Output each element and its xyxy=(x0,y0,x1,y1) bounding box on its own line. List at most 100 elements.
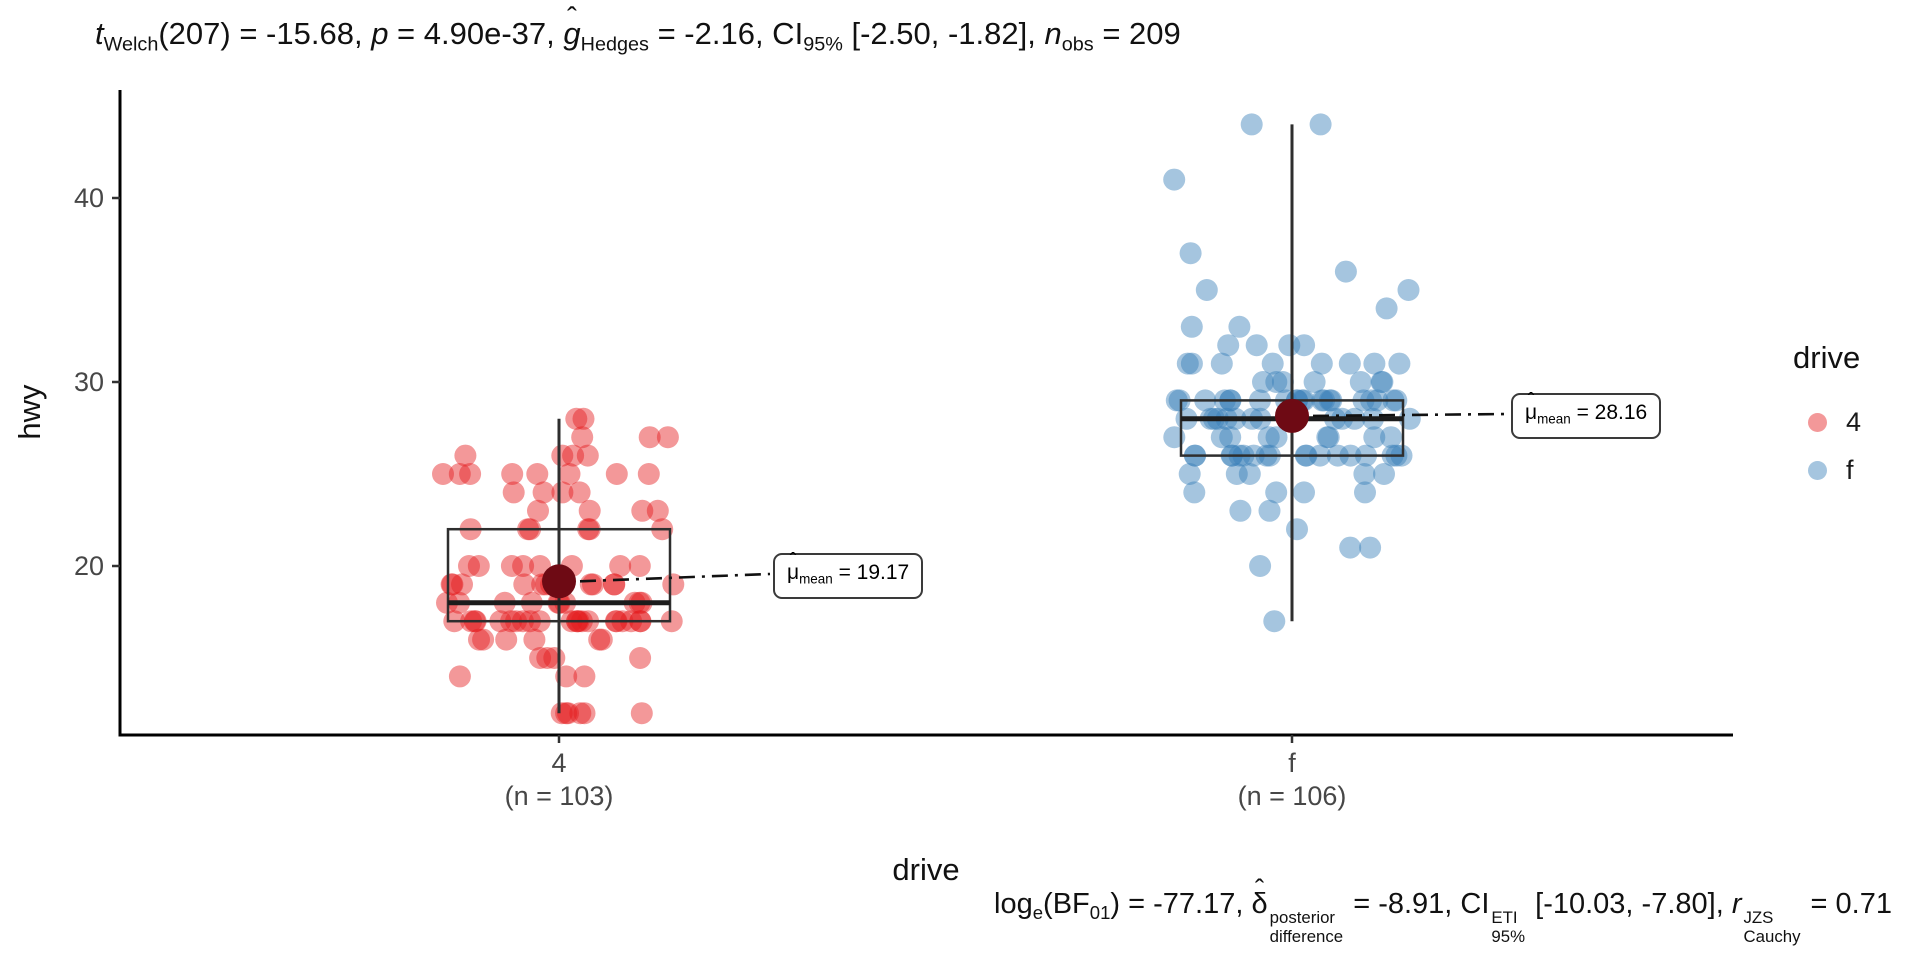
data-point xyxy=(1317,426,1340,449)
x-tick-n-label-4: (n = 103) xyxy=(504,781,614,811)
data-point xyxy=(526,463,549,485)
data-point xyxy=(1309,113,1332,136)
data-point xyxy=(631,499,654,522)
data-point xyxy=(1225,463,1248,485)
data-point xyxy=(1228,315,1251,338)
data-point xyxy=(562,444,585,467)
data-point xyxy=(550,702,573,725)
legend-dot-4 xyxy=(1808,412,1827,432)
data-point xyxy=(646,499,669,522)
data-point xyxy=(565,407,588,430)
data-point xyxy=(628,555,651,577)
data-point xyxy=(1286,518,1308,541)
mean-label-group-f: ˆ μmean = 28.16 xyxy=(1511,391,1662,440)
data-point xyxy=(1219,426,1242,449)
data-point xyxy=(1316,426,1339,449)
data-point xyxy=(1388,352,1411,375)
data-point xyxy=(472,628,495,651)
data-point xyxy=(605,463,628,485)
data-point xyxy=(536,647,559,669)
data-point xyxy=(529,647,552,669)
data-point xyxy=(1195,279,1218,301)
mean-label-group-4: ˆ μmean = 19.17 xyxy=(773,551,924,600)
bayes-caption: loge(BF01) = -77.17, ˆ δ posterior differen… xyxy=(994,874,1892,946)
mean-point-4 xyxy=(542,564,576,599)
data-point xyxy=(1375,297,1398,320)
data-point xyxy=(532,481,555,504)
data-point xyxy=(630,702,653,725)
data-point xyxy=(1265,371,1288,393)
data-point xyxy=(1263,610,1286,633)
data-point xyxy=(551,444,574,467)
data-point xyxy=(1380,426,1402,449)
data-point xyxy=(576,444,599,467)
data-point xyxy=(502,481,525,504)
data-point xyxy=(1240,113,1263,136)
data-point xyxy=(555,665,578,688)
data-point xyxy=(1210,426,1233,449)
legend-dot-f xyxy=(1808,460,1827,480)
data-point xyxy=(572,407,595,430)
data-point xyxy=(1245,334,1268,357)
data-point xyxy=(459,463,482,485)
data-point xyxy=(1310,352,1333,375)
data-point xyxy=(1370,371,1393,393)
data-point xyxy=(1278,334,1301,357)
data-point xyxy=(1165,389,1188,412)
data-point xyxy=(629,647,652,669)
data-point xyxy=(656,426,679,449)
y-tick-label-40: 40 xyxy=(73,183,104,213)
y-tick-label-30: 30 xyxy=(73,367,104,397)
x-tick-n-label-f: (n = 106) xyxy=(1237,781,1347,811)
data-point xyxy=(512,555,535,577)
x-axis-title: drive xyxy=(892,852,960,887)
x-tick-label-4: 4 xyxy=(551,748,567,778)
data-point xyxy=(1229,499,1252,522)
data-point xyxy=(1258,499,1281,522)
data-point xyxy=(1180,315,1203,338)
data-point xyxy=(1271,371,1294,393)
data-point xyxy=(523,628,546,651)
data-point xyxy=(451,573,473,596)
legend-item-4: 4 xyxy=(1793,406,1861,438)
data-point xyxy=(582,573,604,596)
data-point xyxy=(1371,371,1394,393)
data-point xyxy=(1353,463,1376,485)
data-point xyxy=(638,426,661,449)
data-point xyxy=(1163,168,1186,191)
data-point xyxy=(573,702,596,725)
data-point xyxy=(440,573,463,596)
data-point xyxy=(1249,555,1272,577)
data-point xyxy=(1257,426,1280,449)
data-point xyxy=(590,628,613,651)
data-point xyxy=(432,463,454,485)
data-point xyxy=(441,573,464,596)
data-point xyxy=(454,444,477,467)
data-point xyxy=(568,481,591,504)
data-point xyxy=(1363,352,1386,375)
data-point xyxy=(1398,407,1421,430)
data-point xyxy=(578,499,601,522)
y-tick-label-20: 20 xyxy=(73,551,104,581)
data-point xyxy=(501,463,524,485)
stats-subtitle: tWelch(207) = -15.68, p = 4.90e-37, ˆ gHe… xyxy=(95,1,1181,56)
data-point xyxy=(579,573,602,596)
data-point xyxy=(1265,481,1288,504)
data-point xyxy=(609,555,632,577)
data-point xyxy=(468,628,490,651)
data-point xyxy=(637,463,660,485)
data-point xyxy=(495,628,518,651)
legend-label-4: 4 xyxy=(1846,406,1862,437)
data-point xyxy=(571,426,594,449)
data-point xyxy=(458,555,480,577)
data-point xyxy=(1349,371,1372,393)
data-point xyxy=(1183,481,1206,504)
data-point xyxy=(569,702,592,725)
points-group-4 xyxy=(432,407,685,725)
data-point xyxy=(557,702,579,725)
legend-title: drive xyxy=(1793,340,1861,375)
data-point xyxy=(1176,352,1199,375)
